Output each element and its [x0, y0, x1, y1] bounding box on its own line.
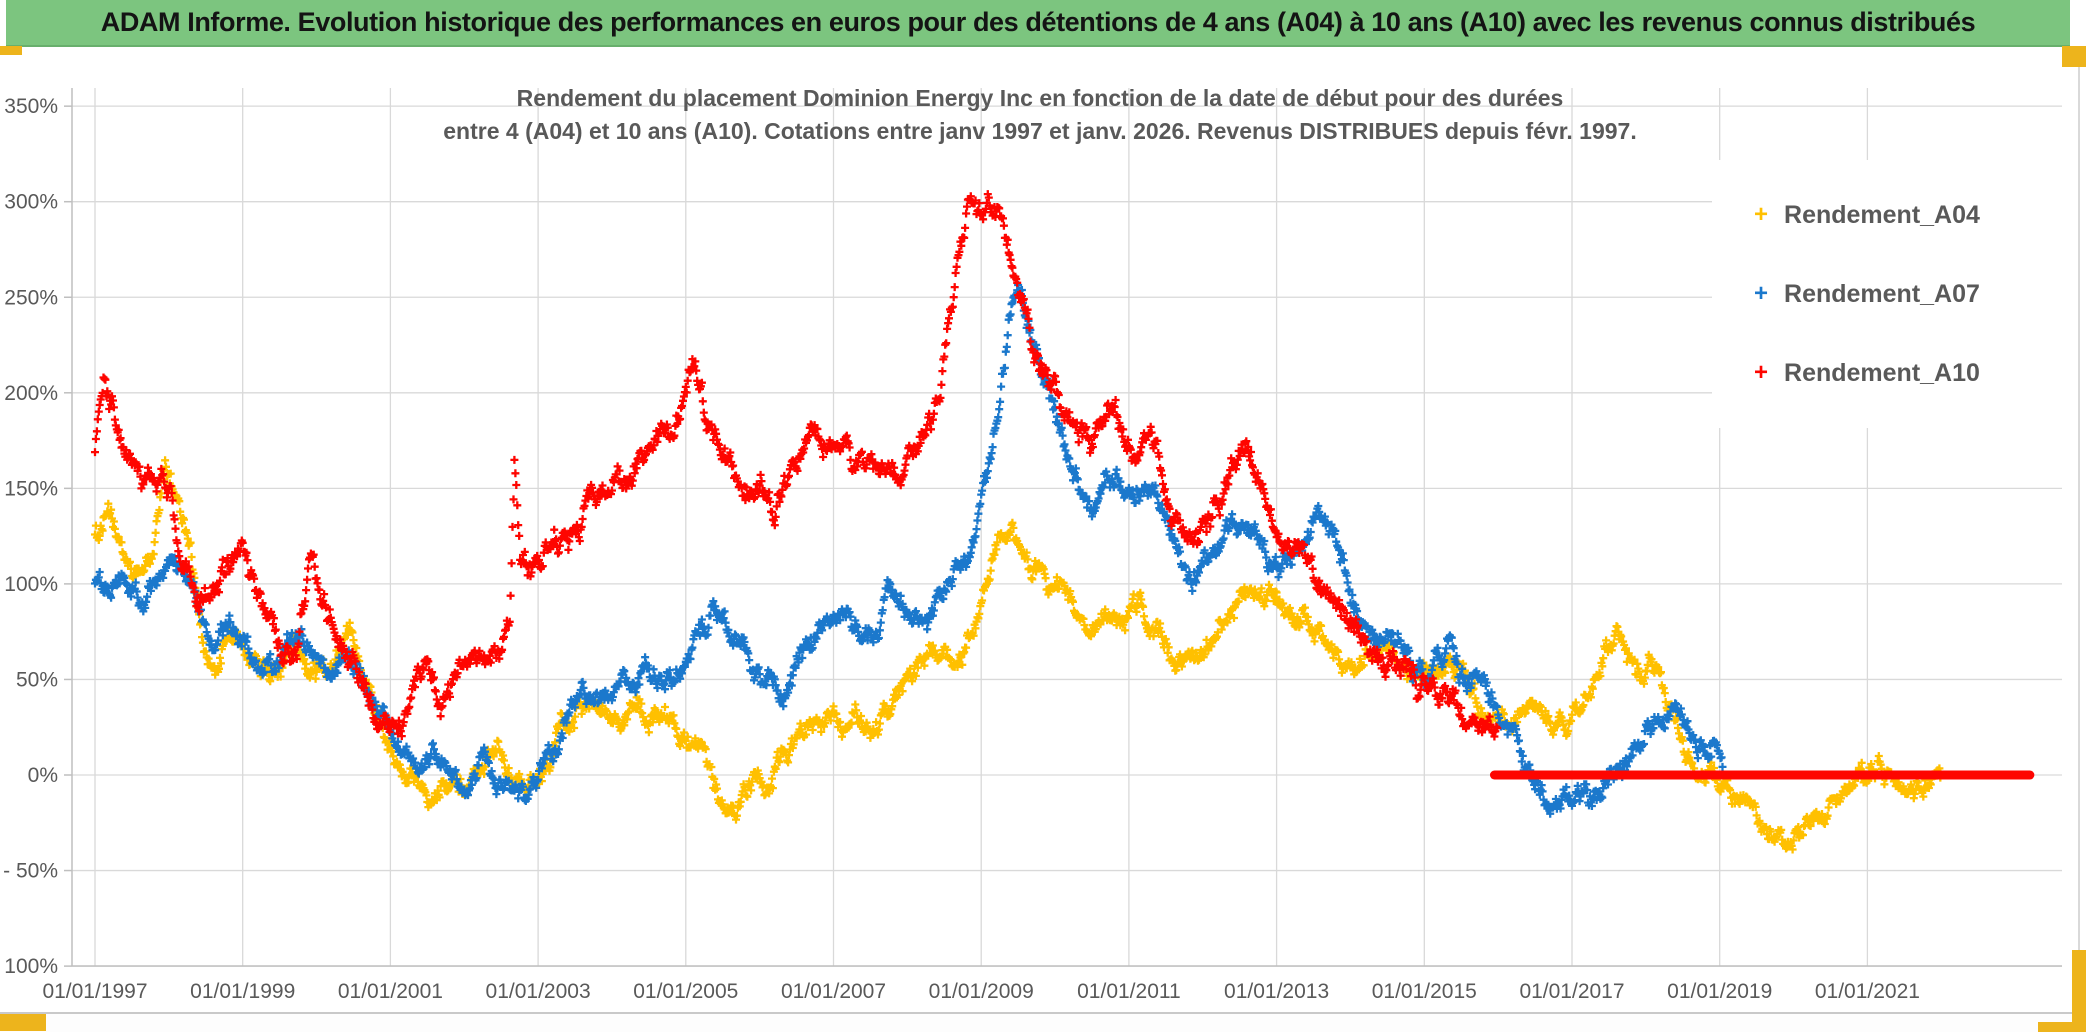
- scatter-series-rendement_a07: [91, 281, 1727, 818]
- y-tick-label: - 50%: [3, 860, 58, 883]
- legend-item-rendement_a10[interactable]: + Rendement_A10: [1754, 359, 2064, 388]
- legend-item-rendement_a04[interactable]: + Rendement_A04: [1754, 201, 2064, 230]
- footer-strip: [0, 1012, 2086, 1032]
- legend-marker-icon: +: [1754, 201, 1769, 228]
- axis-tick-labels: 350% 300% 250% 200% 150% 100% 50% 0% - 50% - 100%…: [0, 95, 1920, 1003]
- x-tick-label: 01/01/2019: [1667, 980, 1772, 1003]
- chart-title-line2: entre 4 (A04) et 10 ans (A10). Cotations…: [443, 118, 1636, 144]
- legend-label: Rendement_A10: [1784, 358, 1980, 387]
- y-tick-label: 100%: [4, 573, 58, 596]
- page-right-border: [2078, 47, 2080, 1012]
- x-tick-label: 01/01/1999: [190, 980, 295, 1003]
- yellow-accent-bottom-right: [2038, 1022, 2086, 1032]
- x-tick-label: 01/01/2003: [486, 980, 591, 1003]
- scatter-series-rendement_a04: [91, 456, 1945, 854]
- legend-label: Rendement_A04: [1784, 200, 1980, 229]
- x-tick-label: 01/01/2011: [1077, 980, 1181, 1003]
- legend-marker-icon: +: [1754, 359, 1769, 386]
- x-tick-label: 01/01/1997: [42, 980, 147, 1003]
- y-tick-label: - 100%: [0, 955, 58, 978]
- legend-marker-icon: +: [1754, 280, 1769, 307]
- y-tick-label: 0%: [28, 764, 58, 787]
- legend-label: Rendement_A07: [1784, 279, 1980, 308]
- yellow-accent-right-strip: [2072, 950, 2086, 1032]
- yellow-accent-header-left: [0, 46, 22, 55]
- yellow-accent-bottom-left: [0, 1014, 46, 1031]
- scatter-series-rendement_a10: [91, 190, 1502, 741]
- header-banner: ADAM Informe. Evolution historique des p…: [6, 0, 2070, 47]
- yellow-accent-header-right: [2062, 46, 2086, 67]
- y-tick-label: 300%: [4, 191, 58, 214]
- legend-item-rendement_a07[interactable]: + Rendement_A07: [1754, 280, 2064, 309]
- x-tick-label: 01/01/2015: [1372, 980, 1477, 1003]
- x-tick-label: 01/01/2005: [633, 980, 738, 1003]
- chart-legend: + Rendement_A04 + Rendement_A07 + Rendement_A…: [1712, 160, 2064, 428]
- x-tick-label: 01/01/2021: [1815, 980, 1920, 1003]
- x-tick-label: 01/01/2009: [929, 980, 1034, 1003]
- x-tick-label: 01/01/2001: [338, 980, 443, 1003]
- scatter-series-layer: [91, 190, 2035, 854]
- chart-title-line1: Rendement du placement Dominion Energy I…: [517, 85, 1564, 111]
- y-tick-label: 250%: [4, 286, 58, 309]
- y-tick-label: 50%: [16, 668, 58, 691]
- x-tick-label: 01/01/2007: [781, 980, 886, 1003]
- y-tick-label: 200%: [4, 382, 58, 405]
- y-tick-label: 350%: [4, 95, 58, 118]
- y-tick-label: 150%: [4, 477, 58, 500]
- page-title: ADAM Informe. Evolution historique des p…: [100, 7, 1976, 37]
- x-tick-label: 01/01/2017: [1519, 980, 1624, 1003]
- x-tick-label: 01/01/2013: [1224, 980, 1329, 1003]
